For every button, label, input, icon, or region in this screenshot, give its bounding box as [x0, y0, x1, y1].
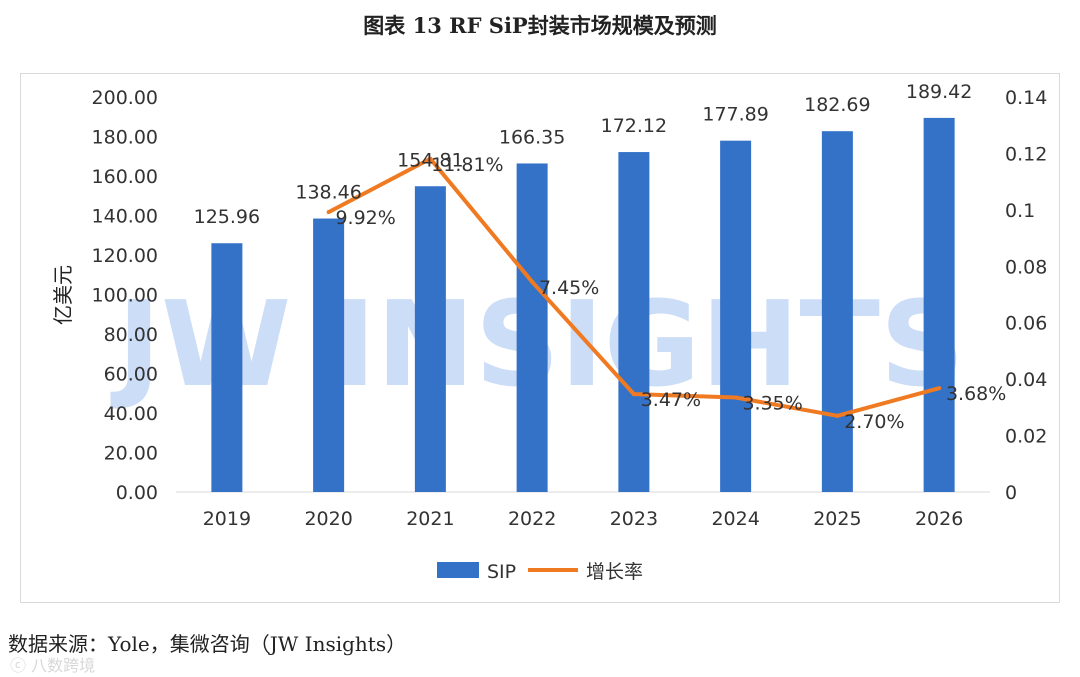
bar — [923, 117, 955, 492]
y-tick-label: 80.00 — [104, 324, 158, 346]
chart-frame — [20, 73, 1060, 603]
bar-value-label: 138.46 — [295, 182, 361, 204]
growth-value-label: 2.70% — [844, 411, 904, 433]
y2-tick-label: 0.04 — [1005, 369, 1047, 391]
x-tick-label: 2021 — [406, 508, 454, 530]
x-tick-label: 2023 — [610, 508, 658, 530]
bar — [618, 152, 650, 493]
x-tick-label: 2022 — [508, 508, 556, 530]
legend-label-growth: 增长率 — [586, 561, 643, 583]
growth-point — [631, 392, 636, 397]
growth-value-label: 3.35% — [742, 392, 802, 414]
y-tick-label: 40.00 — [104, 403, 158, 425]
bar — [516, 163, 548, 493]
x-tick-label: 2019 — [203, 508, 251, 530]
chart-title: 图表 13 RF SiP封装市场规模及预测 — [363, 13, 717, 38]
growth-value-label: 11.81% — [431, 154, 503, 176]
y2-tick-label: 0 — [1005, 482, 1017, 504]
y-tick-label: 20.00 — [104, 443, 158, 465]
y-tick-label: 100.00 — [92, 285, 158, 307]
bar-value-label: 177.89 — [702, 104, 768, 126]
bar — [720, 140, 752, 493]
bar — [313, 218, 345, 492]
legend-swatch-sip — [437, 562, 479, 578]
y-tick-label: 120.00 — [92, 245, 158, 267]
y2-tick-label: 0.1 — [1005, 200, 1035, 222]
x-tick-label: 2025 — [813, 508, 861, 530]
bar-value-label: 154.81 — [397, 149, 463, 171]
growth-point — [530, 279, 535, 284]
bar-value-label: 172.12 — [601, 115, 667, 137]
y-axis-label: 亿美元 — [51, 265, 75, 325]
bar — [414, 186, 446, 492]
growth-value-label: 3.68% — [946, 383, 1006, 405]
growth-point — [428, 156, 433, 161]
bar-value-label: 182.69 — [804, 94, 870, 116]
legend-label-sip: SIP — [487, 561, 516, 583]
y-tick-label: 160.00 — [92, 166, 158, 188]
bar-value-label: 166.35 — [499, 126, 565, 148]
bar — [821, 131, 853, 492]
growth-point — [326, 210, 331, 215]
y2-tick-label: 0.14 — [1005, 87, 1047, 109]
growth-point — [937, 386, 942, 391]
y2-tick-label: 0.06 — [1005, 313, 1047, 335]
growth-value-label: 3.47% — [641, 389, 701, 411]
y-tick-label: 140.00 — [92, 206, 158, 228]
y-tick-label: 180.00 — [92, 127, 158, 149]
x-tick-label: 2020 — [304, 508, 352, 530]
x-tick-label: 2024 — [711, 508, 759, 530]
bar-value-label: 189.42 — [906, 81, 972, 103]
bar — [211, 243, 243, 492]
y2-tick-label: 0.08 — [1005, 256, 1047, 278]
y2-tick-label: 0.02 — [1005, 426, 1047, 448]
x-tick-label: 2026 — [915, 508, 963, 530]
growth-value-label: 7.45% — [539, 277, 599, 299]
growth-point — [835, 413, 840, 418]
growth-value-label: 9.92% — [335, 207, 395, 229]
y-tick-label: 60.00 — [104, 364, 158, 386]
y-tick-label: 200.00 — [92, 87, 158, 109]
bar-value-label: 125.96 — [194, 206, 260, 228]
growth-point — [733, 395, 738, 400]
y2-tick-label: 0.12 — [1005, 143, 1047, 165]
y-tick-label: 0.00 — [116, 482, 158, 504]
watermark-bottom: ⓒ 八数跨境 — [10, 656, 96, 675]
source-note: 数据来源：Yole，集微咨询（JW Insights） — [8, 632, 407, 656]
